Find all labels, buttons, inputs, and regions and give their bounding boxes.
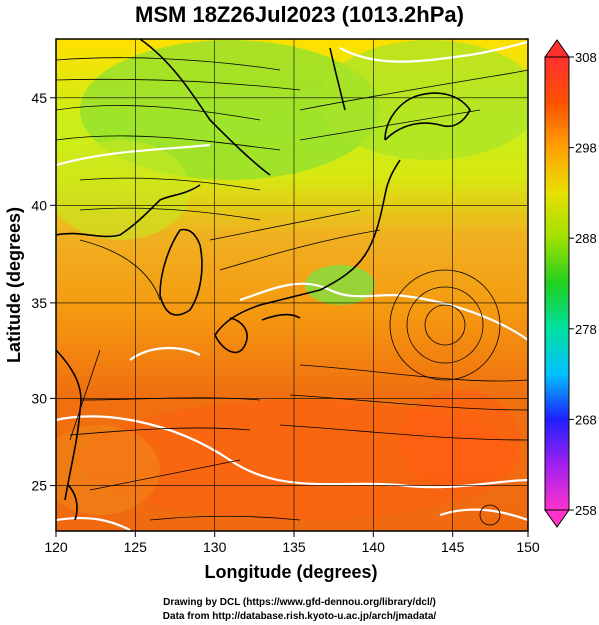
streamlines [56, 57, 528, 526]
colorbar: 308 298 288 278 268 258 [544, 39, 597, 528]
y-axis-label: Latitude (degrees) [4, 207, 24, 363]
colorbar-tick-label: 278 [575, 322, 597, 337]
colorbar-tick-label: 308 [575, 50, 597, 65]
axis-ticks [50, 97, 529, 537]
lat-tick-labels: 25 30 35 40 45 [31, 90, 47, 494]
footer-credit-data: Data from http://database.rish.kyoto-u.a… [162, 611, 437, 622]
lon-tick-label: 135 [282, 539, 306, 555]
lon-tick-label: 120 [44, 539, 68, 555]
map-title: MSM 18Z26Jul2023 (1013.2hPa) [135, 2, 464, 27]
lon-tick-label: 145 [441, 539, 465, 555]
lon-tick-label: 130 [203, 539, 227, 555]
lon-tick-label: 125 [124, 539, 148, 555]
colorbar-bar [544, 56, 570, 511]
gridlines [56, 39, 528, 531]
lon-tick-label: 140 [362, 539, 386, 555]
lat-tick-label: 30 [31, 390, 47, 406]
colorbar-tick-label: 298 [575, 141, 597, 156]
footer-credit-dcl: Drawing by DCL (https://www.gfd-dennou.o… [163, 597, 436, 608]
lat-tick-label: 40 [31, 197, 47, 213]
colorbar-max-arrow [544, 39, 570, 58]
lat-tick-label: 25 [31, 478, 47, 494]
colorbar-tick-label: 268 [575, 412, 597, 427]
isotherms [56, 40, 528, 531]
lon-tick-label: 150 [516, 539, 540, 555]
colorbar-tick-label: 258 [575, 503, 597, 518]
lat-tick-label: 35 [31, 295, 47, 311]
lon-tick-labels: 120 125 130 135 140 145 150 [44, 539, 540, 555]
lat-tick-label: 45 [31, 90, 47, 106]
colorbar-tick-label: 288 [575, 231, 597, 246]
colorbar-min-arrow [544, 509, 570, 528]
plot-frame [55, 38, 529, 532]
x-axis-label: Longitude (degrees) [204, 562, 377, 582]
